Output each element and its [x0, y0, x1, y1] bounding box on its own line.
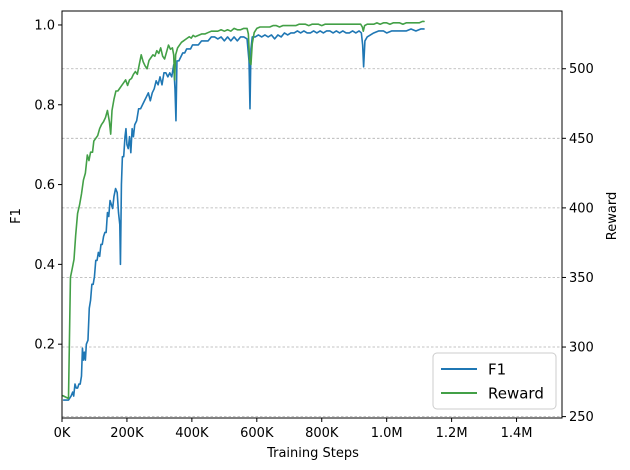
- series-line-f1: [62, 28, 425, 401]
- left-tick-label: 1.0: [34, 18, 55, 33]
- left-tick-label: 0.6: [34, 178, 55, 193]
- x-tick-label: 400K: [175, 426, 209, 441]
- legend-label-reward: Reward: [488, 385, 544, 403]
- series-line-reward: [62, 20, 425, 400]
- left-tick-label: 0.2: [34, 338, 55, 353]
- legend-label-f1: F1: [488, 361, 506, 379]
- x-tick-label: 600K: [240, 426, 274, 441]
- series-layer: [62, 20, 425, 401]
- right-tick-label: 350: [569, 271, 594, 286]
- right-tick-label: 300: [569, 341, 594, 356]
- right-tick-label: 250: [569, 410, 594, 425]
- x-tick-label: 1.0M: [371, 426, 403, 441]
- x-axis-title: Training Steps: [266, 446, 359, 461]
- x-tick-label: 1.4M: [501, 426, 533, 441]
- right-axis-title: Reward: [605, 192, 620, 240]
- right-axis-ticks: 250 300 350 400 450 500: [562, 62, 594, 425]
- left-axis-ticks: 0.2 0.4 0.6 0.8 1.0: [34, 18, 62, 353]
- x-tick-label: 200K: [110, 426, 144, 441]
- left-axis-title: F1: [9, 208, 24, 224]
- right-tick-label: 500: [569, 62, 594, 77]
- x-tick-label: 0K: [54, 426, 71, 441]
- right-tick-label: 450: [569, 132, 594, 147]
- x-axis-ticks: 0K 200K 400K 600K 800K 1.0M 1.2M 1.4M: [54, 418, 533, 441]
- legend-box: [432, 352, 557, 410]
- left-tick-label: 0.8: [34, 98, 55, 113]
- legend: F1 Reward: [432, 352, 557, 410]
- plot-frame: [61, 10, 563, 419]
- x-tick-label: 1.2M: [436, 426, 468, 441]
- left-tick-label: 0.4: [34, 258, 55, 273]
- grid-lines: [62, 68, 562, 418]
- right-tick-label: 400: [569, 201, 594, 216]
- x-tick-label: 800K: [305, 426, 339, 441]
